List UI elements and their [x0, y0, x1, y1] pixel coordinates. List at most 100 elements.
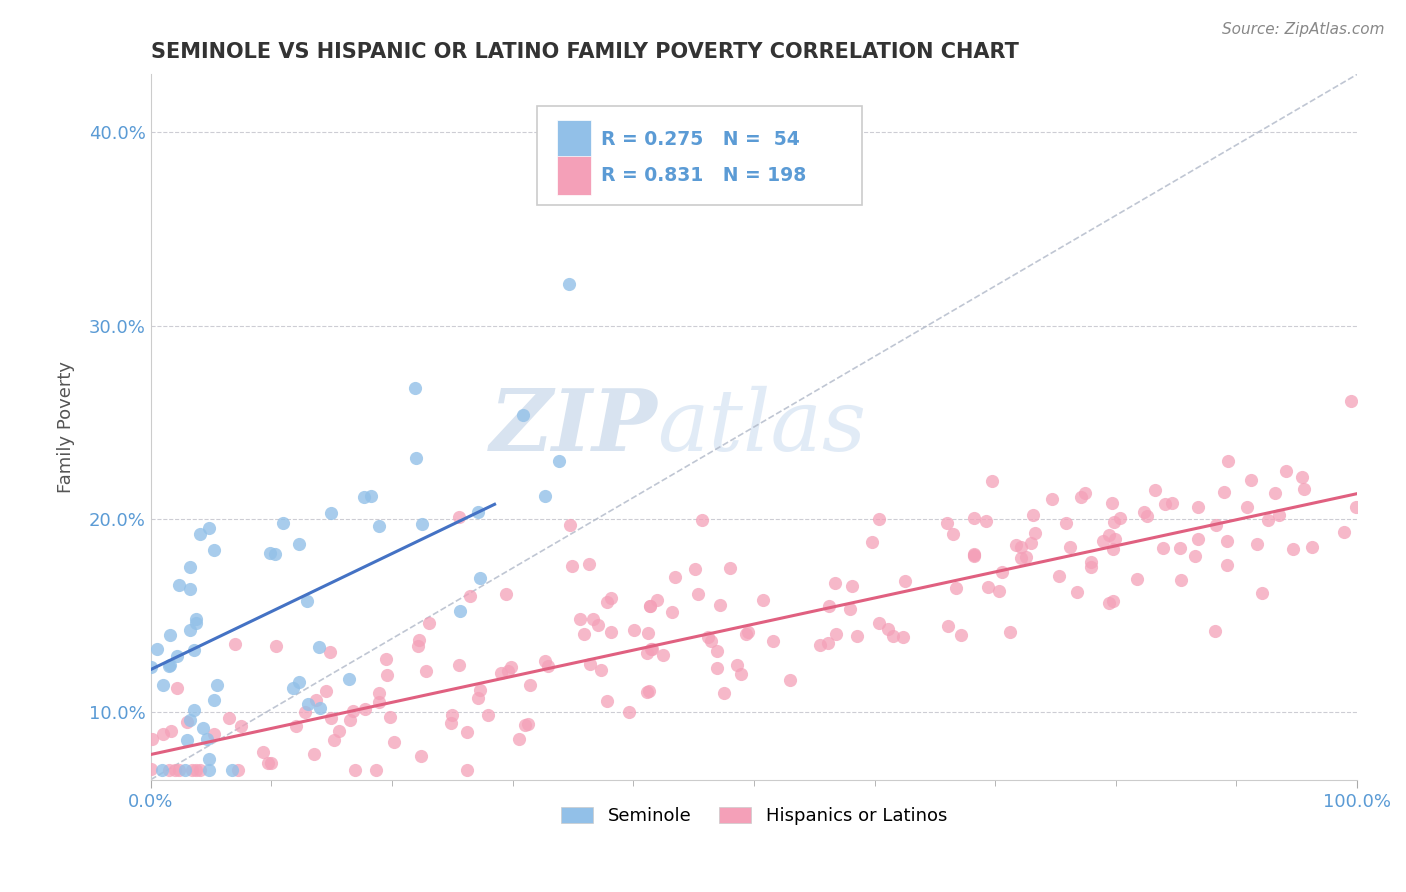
Point: [1047, 569, 1070, 583]
Point: [1024, 525, 1046, 540]
Point: [263, 547, 285, 561]
Point: [468, 571, 491, 585]
Point: [572, 626, 595, 640]
Point: [533, 489, 555, 503]
Point: [315, 684, 337, 698]
Point: [825, 627, 848, 641]
Point: [202, 542, 225, 557]
Point: [157, 658, 180, 673]
Point: [519, 678, 541, 692]
Text: atlas: atlas: [658, 385, 866, 468]
Point: [288, 537, 311, 551]
FancyBboxPatch shape: [537, 106, 862, 205]
Legend: Seminole, Hispanics or Latinos: Seminole, Hispanics or Latinos: [551, 797, 956, 834]
Point: [1187, 532, 1209, 546]
Point: [1109, 510, 1132, 524]
Point: [408, 632, 430, 647]
Point: [1153, 497, 1175, 511]
Point: [617, 705, 640, 719]
Point: [184, 612, 207, 626]
Point: [496, 664, 519, 678]
Point: [734, 627, 756, 641]
Point: [1216, 533, 1239, 548]
Point: [1246, 537, 1268, 551]
Point: [179, 582, 201, 596]
Point: [188, 527, 211, 541]
Y-axis label: Family Poverty: Family Poverty: [58, 361, 75, 493]
Point: [664, 570, 686, 584]
Point: [176, 715, 198, 730]
Point: [305, 693, 328, 707]
Point: [637, 626, 659, 640]
Point: [499, 660, 522, 674]
Text: R = 0.275   N =  54: R = 0.275 N = 54: [600, 129, 800, 149]
Point: [1340, 393, 1362, 408]
Point: [294, 706, 316, 720]
Point: [411, 516, 433, 531]
Point: [404, 381, 426, 395]
Point: [157, 763, 180, 777]
Point: [1236, 500, 1258, 514]
Point: [579, 657, 602, 671]
Point: [963, 511, 986, 525]
Point: [368, 686, 391, 700]
Point: [382, 735, 405, 749]
Point: [963, 548, 986, 562]
Point: [319, 506, 342, 520]
Point: [321, 711, 343, 725]
Point: [1010, 541, 1032, 555]
Point: [578, 557, 600, 571]
Point: [328, 723, 350, 738]
Point: [1098, 528, 1121, 542]
Point: [860, 535, 883, 549]
Point: [284, 719, 307, 733]
Point: [1054, 516, 1077, 530]
Point: [1133, 505, 1156, 519]
Point: [1102, 515, 1125, 529]
Point: [709, 598, 731, 612]
Point: [257, 756, 280, 770]
Point: [841, 579, 863, 593]
Point: [260, 756, 283, 771]
Point: [468, 682, 491, 697]
Point: [408, 639, 430, 653]
Point: [1216, 558, 1239, 572]
Point: [1125, 572, 1147, 586]
Point: [1292, 482, 1315, 496]
Point: [652, 648, 675, 663]
Point: [449, 604, 471, 618]
Point: [418, 615, 440, 630]
Point: [730, 667, 752, 681]
Point: [596, 694, 619, 708]
Point: [1070, 491, 1092, 505]
Point: [374, 652, 396, 666]
Point: [508, 732, 530, 747]
Point: [1168, 541, 1191, 556]
Point: [1257, 513, 1279, 527]
Point: [150, 763, 173, 777]
Point: [1019, 536, 1042, 550]
Point: [882, 629, 904, 643]
Point: [737, 625, 759, 640]
Point: [936, 619, 959, 633]
Point: [1301, 540, 1323, 554]
FancyBboxPatch shape: [557, 120, 591, 159]
Point: [165, 763, 187, 777]
Point: [198, 752, 221, 766]
Point: [288, 675, 311, 690]
Point: [1268, 508, 1291, 522]
Point: [845, 629, 868, 643]
Point: [259, 546, 281, 560]
Point: [1187, 500, 1209, 514]
Point: [1091, 534, 1114, 549]
Point: [368, 695, 391, 709]
Point: [962, 547, 984, 561]
Point: [824, 575, 846, 590]
Point: [512, 409, 534, 423]
Point: [808, 638, 831, 652]
Point: [309, 701, 332, 715]
Point: [167, 578, 190, 592]
Point: [266, 639, 288, 653]
Point: [1010, 550, 1032, 565]
Point: [179, 713, 201, 727]
